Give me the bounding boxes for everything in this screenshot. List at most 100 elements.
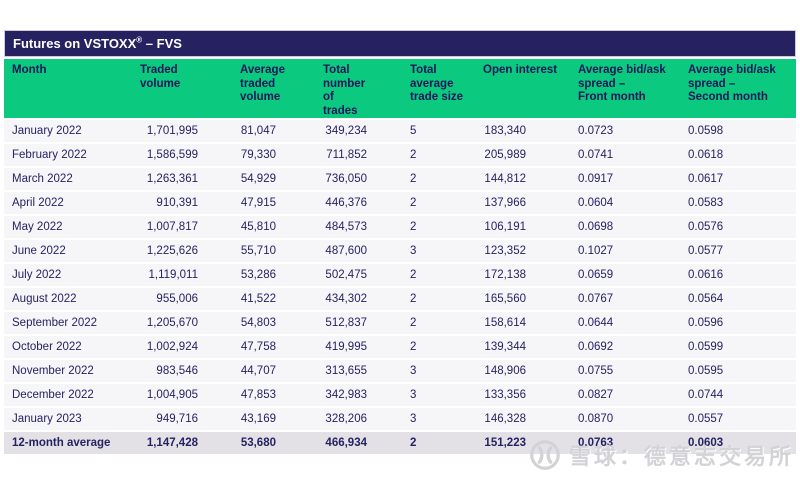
- value-cell: 3: [371, 384, 477, 406]
- column-header-average-traded-volume: Average traded volume: [204, 59, 285, 118]
- value-cell: 0.0616: [682, 264, 796, 286]
- value-cell: 1,586,599: [138, 144, 204, 166]
- value-cell: 0.0599: [682, 336, 796, 358]
- value-cell: 146,328: [477, 408, 572, 430]
- value-cell: 148,906: [477, 360, 572, 382]
- value-cell: 2: [371, 192, 477, 214]
- header-row: Month Traded volume Average traded volum…: [4, 59, 796, 118]
- value-cell: 2: [371, 288, 477, 310]
- table-row: May 2022 1,007,817 45,810 484,573 2 106,191 0.…: [4, 216, 796, 238]
- value-cell: 0.0596: [682, 312, 796, 334]
- registered-trademark-symbol: ®: [136, 35, 143, 45]
- value-cell: 172,138: [477, 264, 572, 286]
- value-cell: 0.0870: [572, 408, 682, 430]
- value-cell: 983,546: [138, 360, 204, 382]
- value-cell: 1,205,670: [138, 312, 204, 334]
- value-cell: 47,915: [204, 192, 281, 214]
- value-cell: 3: [371, 360, 477, 382]
- value-cell: 502,475: [281, 264, 371, 286]
- table-row: July 2022 1,119,011 53,286 502,475 2 172,138 0…: [4, 264, 796, 286]
- value-cell: 955,006: [138, 288, 204, 310]
- month-cell: May 2022: [4, 216, 138, 238]
- month-cell: June 2022: [4, 240, 138, 262]
- table-row: November 2022 983,546 44,707 313,655 3 148,90…: [4, 360, 796, 382]
- column-header-total-average-trade-size: Total average trade size: [371, 59, 477, 118]
- watermark-text: 雪球：德意志交易所: [568, 444, 794, 469]
- value-cell: 3: [371, 408, 477, 430]
- value-cell: 0.0827: [572, 384, 682, 406]
- value-cell: 0.0595: [682, 360, 796, 382]
- month-cell: April 2022: [4, 192, 138, 214]
- value-cell: 43,169: [204, 408, 281, 430]
- table-row: September 2022 1,205,670 54,803 512,837 2 158…: [4, 312, 796, 334]
- table-row: August 2022 955,006 41,522 434,302 2 165,560 0…: [4, 288, 796, 310]
- value-cell: 0.0767: [572, 288, 682, 310]
- month-cell: January 2023: [4, 408, 138, 430]
- value-cell: 0.0598: [682, 120, 796, 142]
- value-cell: 79,330: [204, 144, 281, 166]
- value-cell: 466,934: [281, 432, 371, 454]
- value-cell: 106,191: [477, 216, 572, 238]
- column-header-total-number-of-trades: Total number of trades: [281, 59, 371, 118]
- value-cell: 2: [371, 216, 477, 238]
- column-header-open-interest: Open interest: [477, 59, 572, 118]
- month-cell: January 2022: [4, 120, 138, 142]
- futures-statistics-table: Month Traded volume Average traded volum…: [4, 57, 796, 456]
- value-cell: 910,391: [138, 192, 204, 214]
- value-cell: 512,837: [281, 312, 371, 334]
- value-cell: 81,047: [204, 120, 281, 142]
- value-cell: 342,983: [281, 384, 371, 406]
- value-cell: 2: [371, 264, 477, 286]
- value-cell: 144,812: [477, 168, 572, 190]
- value-cell: 55,710: [204, 240, 281, 262]
- value-cell: 313,655: [281, 360, 371, 382]
- value-cell: 328,206: [281, 408, 371, 430]
- value-cell: 54,929: [204, 168, 281, 190]
- value-cell: 45,810: [204, 216, 281, 238]
- value-cell: 183,340: [477, 120, 572, 142]
- xueqiu-snowball-logo-icon: [530, 440, 560, 470]
- value-cell: 47,758: [204, 336, 281, 358]
- value-cell: 0.0723: [572, 120, 682, 142]
- value-cell: 0.0698: [572, 216, 682, 238]
- value-cell: 487,600: [281, 240, 371, 262]
- month-cell: February 2022: [4, 144, 138, 166]
- column-header-traded-volume: Traded volume: [138, 59, 204, 118]
- value-cell: 139,344: [477, 336, 572, 358]
- month-cell: March 2022: [4, 168, 138, 190]
- table-row: October 2022 1,002,924 47,758 419,995 2 139,3…: [4, 336, 796, 358]
- value-cell: 2: [371, 144, 477, 166]
- value-cell: 349,234: [281, 120, 371, 142]
- table-row: March 2022 1,263,361 54,929 736,050 2 144,812…: [4, 168, 796, 190]
- value-cell: 711,852: [281, 144, 371, 166]
- value-cell: 0.0576: [682, 216, 796, 238]
- table-title-text: Futures on VSTOXX: [13, 36, 137, 51]
- value-cell: 0.0604: [572, 192, 682, 214]
- table-header: Month Traded volume Average traded volum…: [4, 59, 796, 118]
- value-cell: 3: [371, 240, 477, 262]
- value-cell: 0.0741: [572, 144, 682, 166]
- value-cell: 0.0557: [682, 408, 796, 430]
- table-row: December 2022 1,004,905 47,853 342,983 3 133,…: [4, 384, 796, 406]
- month-cell: December 2022: [4, 384, 138, 406]
- value-cell: 0.0583: [682, 192, 796, 214]
- value-cell: 434,302: [281, 288, 371, 310]
- value-cell: 0.0644: [572, 312, 682, 334]
- value-cell: 165,560: [477, 288, 572, 310]
- value-cell: 205,989: [477, 144, 572, 166]
- value-cell: 1,119,011: [138, 264, 204, 286]
- value-cell: 1,263,361: [138, 168, 204, 190]
- value-cell: 1,002,924: [138, 336, 204, 358]
- table-row: January 2023 949,716 43,169 328,206 3 146,328…: [4, 408, 796, 430]
- value-cell: 419,995: [281, 336, 371, 358]
- value-cell: 44,707: [204, 360, 281, 382]
- table-title-bar: Futures on VSTOXX® – FVS: [4, 30, 796, 57]
- value-cell: 736,050: [281, 168, 371, 190]
- value-cell: 2: [371, 432, 477, 454]
- value-cell: 5: [371, 120, 477, 142]
- table-row: February 2022 1,586,599 79,330 711,852 2 205,…: [4, 144, 796, 166]
- value-cell: 484,573: [281, 216, 371, 238]
- month-cell: September 2022: [4, 312, 138, 334]
- value-cell: 0.0564: [682, 288, 796, 310]
- table-row: April 2022 910,391 47,915 446,376 2 137,966 0.…: [4, 192, 796, 214]
